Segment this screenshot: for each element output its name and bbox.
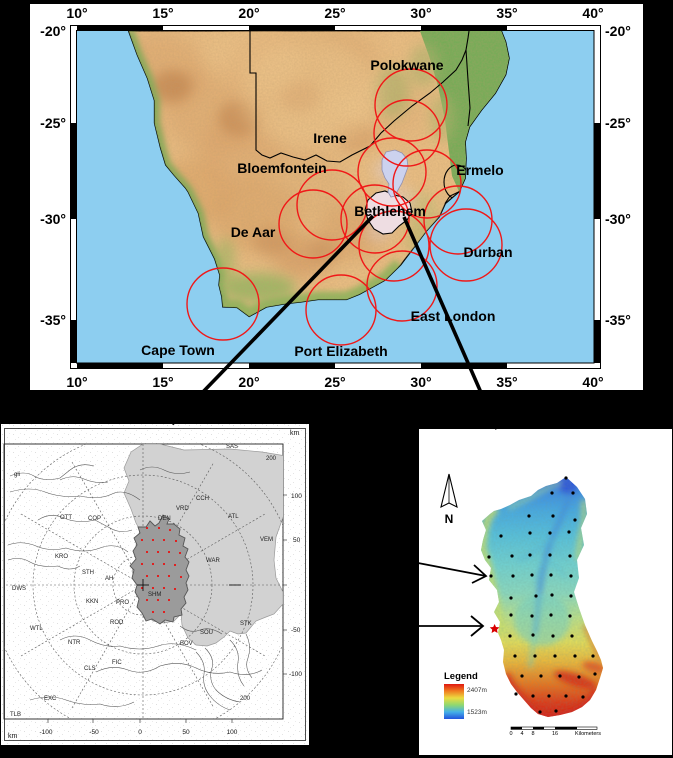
svg-text:TLB: TLB bbox=[10, 712, 21, 718]
svg-text:40°: 40° bbox=[582, 374, 603, 390]
svg-text:VRD: VRD bbox=[176, 506, 189, 512]
svg-text:KRO: KRO bbox=[55, 554, 68, 560]
svg-text:100: 100 bbox=[227, 729, 238, 736]
svg-text:COP: COP bbox=[88, 516, 101, 522]
svg-text:SHM: SHM bbox=[148, 592, 161, 598]
svg-text:Port Elizabeth: Port Elizabeth bbox=[294, 343, 387, 359]
svg-text:NTR: NTR bbox=[68, 640, 81, 646]
svg-text:KKN: KKN bbox=[86, 599, 98, 605]
svg-text:EXC: EXC bbox=[44, 696, 57, 702]
svg-text:STK: STK bbox=[240, 621, 252, 627]
svg-text:-50: -50 bbox=[291, 627, 301, 634]
svg-text:Ermelo: Ermelo bbox=[456, 162, 503, 178]
svg-text:-100: -100 bbox=[289, 671, 302, 678]
svg-text:10°: 10° bbox=[66, 5, 87, 21]
svg-text:SAS: SAS bbox=[226, 444, 238, 450]
svg-text:km: km bbox=[8, 733, 18, 740]
svg-text:ATL: ATL bbox=[228, 514, 239, 520]
svg-text:100: 100 bbox=[291, 493, 302, 500]
svg-text:200: 200 bbox=[240, 696, 251, 702]
svg-text:CCH: CCH bbox=[196, 496, 209, 502]
svg-text:30°: 30° bbox=[410, 5, 431, 21]
svg-text:50: 50 bbox=[182, 729, 190, 736]
svg-text:-30°: -30° bbox=[605, 211, 631, 227]
svg-text:Polokwane: Polokwane bbox=[370, 57, 443, 73]
svg-text:-20°: -20° bbox=[40, 23, 66, 39]
svg-text:ROD: ROD bbox=[110, 620, 124, 626]
svg-text:-20°: -20° bbox=[605, 23, 631, 39]
svg-text:4: 4 bbox=[520, 731, 523, 737]
svg-text:DEN: DEN bbox=[158, 516, 171, 522]
svg-text:200: 200 bbox=[266, 456, 277, 462]
svg-text:STH: STH bbox=[82, 570, 94, 576]
svg-text:FIC: FIC bbox=[112, 660, 122, 666]
svg-text:-25°: -25° bbox=[40, 115, 66, 131]
svg-text:2407m: 2407m bbox=[467, 687, 487, 694]
svg-text:gli: gli bbox=[14, 472, 20, 478]
svg-text:SOU: SOU bbox=[200, 630, 213, 636]
svg-text:15°: 15° bbox=[152, 5, 173, 21]
svg-text:-100: -100 bbox=[39, 729, 52, 736]
svg-text:VEM: VEM bbox=[260, 537, 273, 543]
svg-text:WAR: WAR bbox=[206, 558, 220, 564]
svg-text:CLS: CLS bbox=[84, 666, 96, 672]
svg-text:10°: 10° bbox=[66, 374, 87, 390]
svg-text:40°: 40° bbox=[582, 5, 603, 21]
svg-text:20°: 20° bbox=[238, 374, 259, 390]
svg-text:Kilometers: Kilometers bbox=[575, 731, 601, 737]
svg-text:PRO: PRO bbox=[116, 600, 129, 606]
svg-text:35°: 35° bbox=[496, 5, 517, 21]
svg-text:25°: 25° bbox=[324, 5, 345, 21]
svg-text:15°: 15° bbox=[152, 374, 173, 390]
svg-text:35°: 35° bbox=[496, 374, 517, 390]
svg-text:De Aar: De Aar bbox=[231, 224, 276, 240]
svg-text:-50: -50 bbox=[89, 729, 99, 736]
svg-text:AH: AH bbox=[105, 576, 113, 582]
svg-text:Durban: Durban bbox=[464, 244, 513, 260]
svg-text:16: 16 bbox=[552, 731, 558, 737]
svg-text:8: 8 bbox=[531, 731, 534, 737]
svg-text:WTL: WTL bbox=[30, 626, 43, 632]
svg-text:1523m: 1523m bbox=[467, 709, 487, 716]
svg-text:30°: 30° bbox=[410, 374, 431, 390]
svg-text:25°: 25° bbox=[324, 374, 345, 390]
svg-text:50: 50 bbox=[293, 537, 301, 544]
svg-text:N: N bbox=[445, 512, 454, 526]
svg-text:km: km bbox=[290, 430, 300, 437]
svg-text:0: 0 bbox=[138, 729, 142, 736]
svg-text:Bethlehem: Bethlehem bbox=[354, 203, 426, 219]
svg-text:Legend: Legend bbox=[444, 671, 478, 682]
svg-text:Cape Town: Cape Town bbox=[141, 342, 215, 358]
svg-text:Bloemfontein: Bloemfontein bbox=[237, 160, 326, 176]
svg-text:0: 0 bbox=[509, 731, 512, 737]
svg-text:OTT: OTT bbox=[60, 515, 72, 521]
svg-text:-25°: -25° bbox=[605, 115, 631, 131]
svg-text:DWS: DWS bbox=[12, 586, 26, 592]
svg-text:East London: East London bbox=[411, 308, 496, 324]
svg-text:-35°: -35° bbox=[40, 312, 66, 328]
svg-text:-35°: -35° bbox=[605, 312, 631, 328]
svg-text:-30°: -30° bbox=[40, 211, 66, 227]
svg-text:Irene: Irene bbox=[313, 130, 347, 146]
svg-text:20°: 20° bbox=[238, 5, 259, 21]
svg-text:BOV: BOV bbox=[180, 641, 193, 647]
